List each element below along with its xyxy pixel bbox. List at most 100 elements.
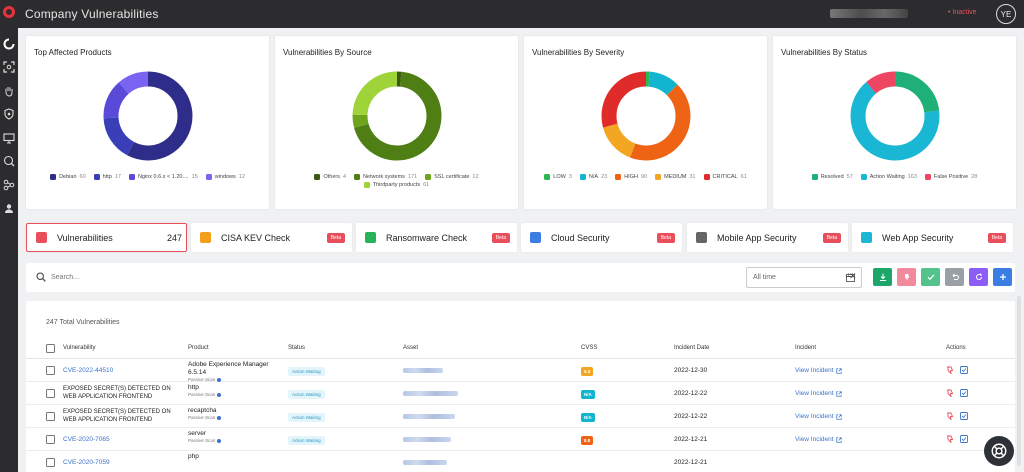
- table-row[interactable]: CVE-2020-7065 server Passive Scan Action Wa…: [26, 428, 1015, 451]
- clear-date-icon[interactable]: ✕: [849, 271, 857, 281]
- flag-button[interactable]: [897, 268, 916, 286]
- column-incident-date[interactable]: Incident Date: [674, 345, 710, 351]
- undo-button[interactable]: [945, 268, 964, 286]
- mark-resolved-icon[interactable]: [960, 366, 968, 374]
- calendar-icon[interactable]: [846, 273, 855, 282]
- donut-chart-vulnerabilities-by-severity[interactable]: [600, 70, 692, 162]
- mark-false-positive-icon[interactable]: [946, 366, 954, 374]
- asset-redacted[interactable]: [403, 414, 455, 419]
- network-icon[interactable]: [3, 179, 15, 191]
- asset-redacted[interactable]: [403, 368, 443, 373]
- add-button[interactable]: [993, 268, 1012, 286]
- cve-link[interactable]: CVE-2020-7059: [63, 459, 110, 466]
- view-incident-link[interactable]: View Incident: [795, 436, 842, 443]
- page-scrollbar[interactable]: [1017, 296, 1021, 466]
- status-badge[interactable]: Action Waiting: [288, 413, 325, 422]
- info-icon[interactable]: [217, 377, 222, 382]
- row-checkbox[interactable]: [46, 366, 55, 375]
- legend-item[interactable]: N/A 23: [579, 174, 607, 180]
- legend-item[interactable]: MEDIUM 31: [655, 174, 696, 180]
- donut-slice-thirdparty-products[interactable]: [352, 71, 442, 161]
- view-incident-link[interactable]: View Incident: [795, 413, 842, 420]
- legend-item[interactable]: Debian 60: [50, 174, 86, 180]
- column-status[interactable]: Status: [288, 345, 306, 351]
- mark-resolved-icon[interactable]: [960, 412, 968, 420]
- column-incident[interactable]: Incident: [795, 345, 817, 351]
- asset-redacted[interactable]: [403, 460, 447, 465]
- mark-false-positive-icon[interactable]: [946, 389, 954, 397]
- help-button[interactable]: [984, 436, 1014, 466]
- cve-link[interactable]: CVE-2022-44510: [63, 367, 114, 374]
- refresh-button[interactable]: [969, 268, 988, 286]
- legend-item[interactable]: Thirdparty products 61: [363, 182, 429, 188]
- legend-item[interactable]: windows 12: [205, 174, 245, 180]
- donut-slice-action-waiting[interactable]: [850, 71, 940, 161]
- cve-link[interactable]: CVE-2020-7065: [63, 436, 110, 443]
- mark-false-positive-icon[interactable]: [946, 412, 954, 420]
- legend-item[interactable]: Action Waiting 163: [860, 174, 917, 180]
- dashboard-icon[interactable]: [3, 38, 15, 50]
- donut-slice-critical[interactable]: [601, 71, 691, 161]
- resolve-button[interactable]: [921, 268, 940, 286]
- status-badge[interactable]: Action Waiting: [288, 436, 325, 445]
- status-badge[interactable]: Action Waiting: [288, 367, 325, 376]
- legend-item[interactable]: http 17: [93, 174, 121, 180]
- status-badge[interactable]: Action Waiting: [288, 390, 325, 399]
- monitor-icon[interactable]: [3, 132, 15, 144]
- donut-chart-vulnerabilities-by-status[interactable]: [849, 70, 941, 162]
- donut-chart-vulnerabilities-by-source[interactable]: [351, 70, 443, 162]
- row-checkbox[interactable]: [46, 435, 55, 444]
- table-row[interactable]: EXPOSED SECRET(S) DETECTED ON WEB APPLIC…: [26, 405, 1015, 428]
- mark-resolved-icon[interactable]: [960, 389, 968, 397]
- hand-icon[interactable]: [3, 85, 15, 97]
- asset-redacted[interactable]: [403, 391, 458, 396]
- globe-search-icon[interactable]: [3, 155, 15, 167]
- tab-cisa-kev-check[interactable]: CISA KEV Check Beta: [191, 223, 352, 252]
- app-logo-icon[interactable]: [3, 6, 15, 18]
- mark-false-positive-icon[interactable]: [946, 435, 954, 443]
- download-button[interactable]: [873, 268, 892, 286]
- legend-item[interactable]: CRITICAL 61: [703, 174, 747, 180]
- tab-ransomware-check[interactable]: Ransomware Check Beta: [356, 223, 517, 252]
- legend-item[interactable]: HIGH 90: [615, 174, 647, 180]
- tab-web-app-security[interactable]: Web App Security Beta: [852, 223, 1013, 252]
- donut-slice-nginx-0-6-x-1-20[interactable]: [103, 71, 193, 161]
- table-row[interactable]: CVE-2020-7059 php 2022-12-21: [26, 451, 1015, 472]
- view-incident-link[interactable]: View Incident: [795, 367, 842, 374]
- scan-icon[interactable]: [3, 61, 15, 73]
- column-cvss[interactable]: CVSS: [581, 345, 598, 351]
- tab-cloud-security[interactable]: Cloud Security Beta: [521, 223, 682, 252]
- column-product[interactable]: Product: [188, 345, 209, 351]
- search-input[interactable]: [51, 270, 451, 284]
- donut-slice-false-positive[interactable]: [850, 71, 940, 161]
- organization-name-redacted[interactable]: [830, 9, 908, 18]
- asset-redacted[interactable]: [403, 437, 451, 442]
- donut-chart-top-affected-products[interactable]: [102, 70, 194, 162]
- legend-item[interactable]: Nginx 0.6.x < 1.20.... 15: [128, 174, 198, 180]
- table-row[interactable]: CVE-2022-44510 Adobe Experience Manager 6…: [26, 359, 1015, 382]
- legend-item[interactable]: Network systems 171: [354, 174, 417, 180]
- legend-item[interactable]: False Positive 28: [924, 174, 977, 180]
- donut-slice-network-systems[interactable]: [352, 71, 442, 161]
- shield-icon[interactable]: [3, 108, 15, 120]
- row-checkbox[interactable]: [46, 458, 55, 467]
- table-row[interactable]: EXPOSED SECRET(S) DETECTED ON WEB APPLIC…: [26, 382, 1015, 405]
- column-asset[interactable]: Asset: [403, 345, 419, 351]
- info-icon[interactable]: [217, 392, 222, 397]
- column-vulnerability[interactable]: Vulnerability: [63, 345, 96, 351]
- row-checkbox[interactable]: [46, 412, 55, 421]
- info-icon[interactable]: [217, 415, 222, 420]
- tab-vulnerabilities[interactable]: Vulnerabilities 247: [26, 223, 187, 252]
- legend-item[interactable]: Others 4: [314, 174, 346, 180]
- donut-slice-windows[interactable]: [103, 71, 193, 161]
- donut-slice-ssl-certificate[interactable]: [352, 71, 442, 161]
- tab-mobile-app-security[interactable]: Mobile App Security Beta: [687, 223, 848, 252]
- select-all-checkbox[interactable]: [46, 344, 55, 353]
- donut-slice-high[interactable]: [601, 71, 691, 161]
- user-avatar[interactable]: YE: [996, 4, 1016, 24]
- legend-item[interactable]: Resolved 57: [811, 174, 853, 180]
- info-icon[interactable]: [217, 438, 222, 443]
- legend-item[interactable]: LOW 3: [544, 174, 572, 180]
- row-checkbox[interactable]: [46, 389, 55, 398]
- date-range-picker[interactable]: All time: [746, 267, 862, 288]
